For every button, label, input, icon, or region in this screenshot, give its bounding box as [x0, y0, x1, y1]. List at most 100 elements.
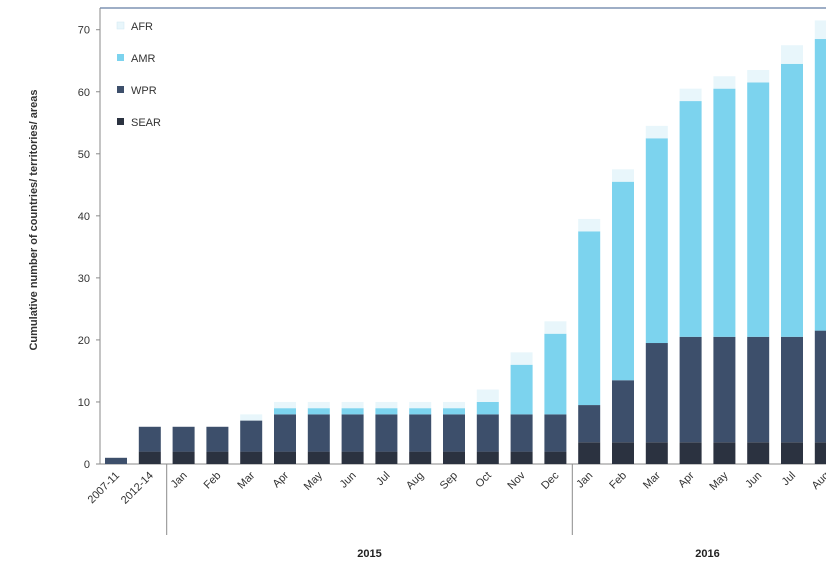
bar-segment-sear — [274, 452, 296, 464]
bar-segment-wpr — [105, 458, 127, 464]
x-tick-label: Feb — [202, 470, 224, 492]
x-tick-label: Aug — [404, 470, 426, 492]
x-tick-label: May — [302, 469, 326, 493]
y-tick-label: 30 — [78, 273, 90, 285]
bar-segment-sear — [578, 442, 600, 464]
bar-segment-wpr — [240, 421, 262, 452]
bar-segment-afr — [477, 390, 499, 402]
bar-segment-afr — [443, 402, 465, 408]
bar-segment-amr — [342, 408, 364, 414]
bar-segment-afr — [612, 169, 634, 181]
bar-segment-wpr — [443, 414, 465, 451]
bar-segment-afr — [544, 321, 566, 333]
bar-segment-wpr — [646, 343, 668, 442]
bar-segment-afr — [646, 126, 668, 138]
bar-segment-sear — [544, 452, 566, 464]
bar-segment-wpr — [173, 427, 195, 452]
bar-segment-sear — [612, 442, 634, 464]
y-tick-label: 60 — [78, 87, 90, 99]
bar-segment-wpr — [680, 337, 702, 442]
bar-segment-sear — [646, 442, 668, 464]
x-tick-label: Jul — [780, 470, 798, 488]
legend-label-afr: AFR — [131, 21, 153, 33]
x-tick-label: Jun — [338, 470, 359, 491]
bar-segment-afr — [375, 402, 397, 408]
bar-segment-sear — [511, 452, 533, 464]
y-tick-label: 10 — [78, 397, 90, 409]
bar-segment-sear — [747, 442, 769, 464]
bar-segment-afr — [747, 70, 769, 82]
bar-segment-wpr — [375, 414, 397, 451]
legend-swatch-wpr — [117, 86, 124, 93]
x-tick-label: Mar — [641, 469, 663, 491]
bar-segment-amr — [274, 408, 296, 414]
x-tick-label: Jun — [743, 470, 764, 491]
bar-segment-afr — [240, 414, 262, 420]
legend-swatch-amr — [117, 54, 124, 61]
x-tick-label: Oct — [473, 470, 494, 491]
x-tick-label: May — [707, 469, 731, 493]
bar-segment-wpr — [781, 337, 803, 442]
bar-segment-wpr — [409, 414, 431, 451]
bar-segment-sear — [409, 452, 431, 464]
x-tick-label: Apr — [676, 469, 697, 490]
bar-segment-amr — [747, 82, 769, 336]
bar-segment-amr — [308, 408, 330, 414]
bar-segment-wpr — [308, 414, 330, 451]
bar-segment-wpr — [206, 427, 228, 452]
legend-label-wpr: WPR — [131, 85, 157, 97]
bar-segment-wpr — [274, 414, 296, 451]
y-tick-label: 40 — [78, 211, 90, 223]
legend-label-amr: AMR — [131, 53, 156, 65]
bar-segment-wpr — [477, 414, 499, 451]
bar-segment-afr — [511, 352, 533, 364]
bar-segment-sear — [680, 442, 702, 464]
legend: AFR AMR WPR SEAR — [117, 21, 161, 129]
bar-segment-afr — [815, 20, 826, 39]
y-tick-label: 0 — [84, 459, 90, 471]
bar-segment-amr — [375, 408, 397, 414]
bar-segment-amr — [646, 138, 668, 343]
bar-segment-wpr — [612, 380, 634, 442]
bar-segment-sear — [240, 452, 262, 464]
bar-segment-wpr — [578, 405, 600, 442]
y-tick-label: 20 — [78, 335, 90, 347]
y-tick-label: 70 — [78, 25, 90, 37]
legend-swatch-afr — [117, 22, 124, 29]
bar-segment-afr — [308, 402, 330, 408]
legend-label-sear: SEAR — [131, 117, 161, 129]
bar-segment-amr — [612, 182, 634, 381]
bar-segment-afr — [713, 76, 735, 88]
bar-segment-wpr — [544, 414, 566, 451]
bar-segment-wpr — [139, 427, 161, 452]
x-tick-label: Aug — [810, 470, 826, 492]
x-tick-label: Jan — [574, 470, 595, 491]
x-tick-label: Sep — [438, 470, 460, 492]
bar-segment-afr — [274, 402, 296, 408]
bar-segment-amr — [578, 231, 600, 405]
bar-segment-sear — [815, 442, 826, 464]
bar-segment-amr — [713, 89, 735, 337]
bar-segment-afr — [578, 219, 600, 231]
x-tick-label: Apr — [271, 469, 292, 490]
bar-segment-amr — [511, 365, 533, 415]
bar-segment-amr — [781, 64, 803, 337]
bar-segment-amr — [409, 408, 431, 414]
bar-segment-wpr — [342, 414, 364, 451]
bar-segment-afr — [342, 402, 364, 408]
bar-segment-amr — [544, 334, 566, 415]
x-tick-label: Jan — [169, 470, 190, 491]
x-group-label: 2015 — [357, 548, 381, 560]
bar-segment-wpr — [747, 337, 769, 442]
y-tick-label: 50 — [78, 149, 90, 161]
x-group-label: 2016 — [695, 548, 719, 560]
x-tick-label: Nov — [505, 469, 528, 492]
bar-segment-afr — [409, 402, 431, 408]
y-axis-title: Cumulative number of countries/ territor… — [28, 89, 40, 350]
x-tick-label: Mar — [235, 469, 257, 491]
bar-segment-amr — [680, 101, 702, 337]
bar-segment-wpr — [511, 414, 533, 451]
bar-segment-amr — [815, 39, 826, 331]
bar-segment-afr — [781, 45, 803, 64]
